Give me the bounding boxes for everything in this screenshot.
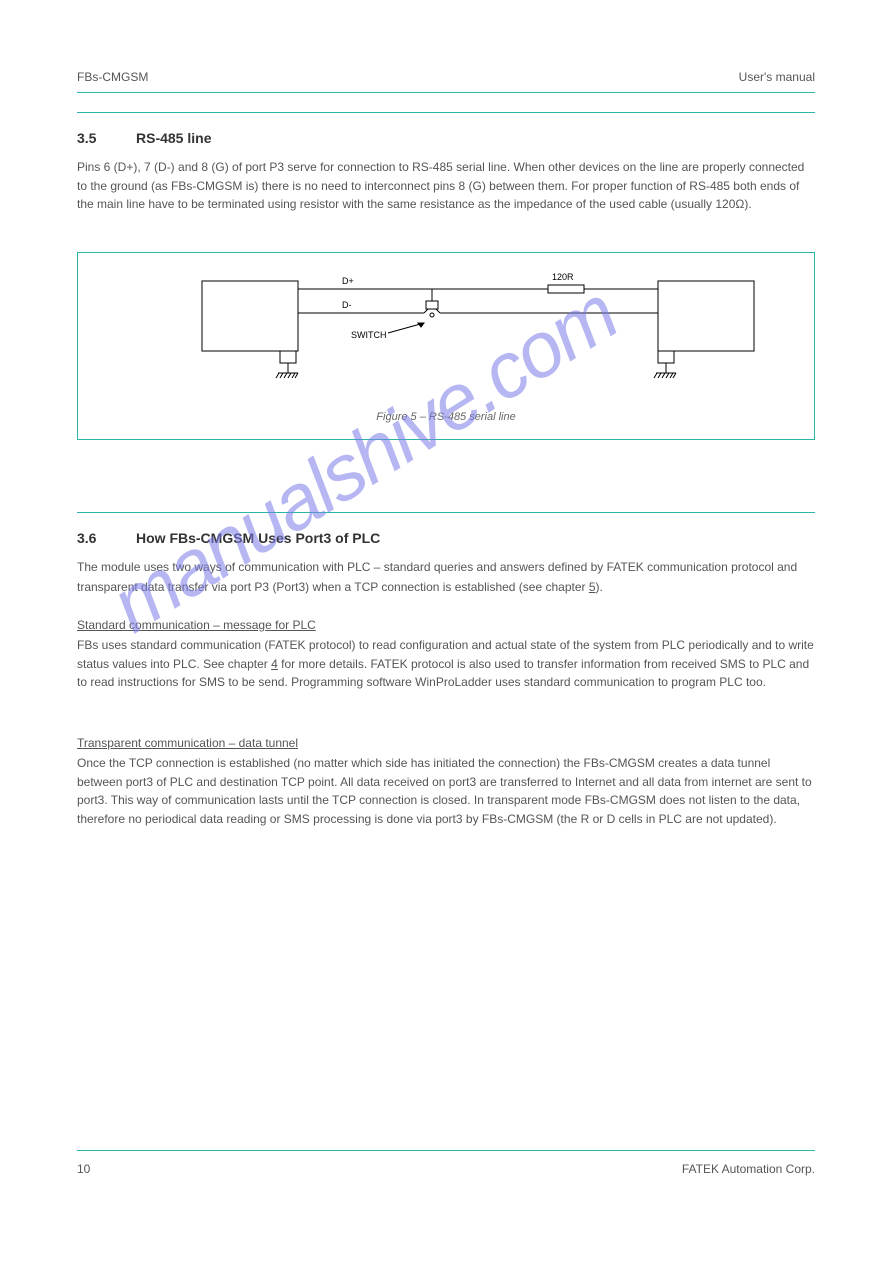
- rs485-diagram: D+ D- SWITCH 120R: [78, 253, 816, 403]
- chapter-link-4[interactable]: 4: [271, 657, 278, 671]
- section2-para1: The module uses two ways of communicatio…: [77, 558, 815, 597]
- switch-node: [430, 313, 434, 317]
- footer-rule: [77, 1150, 815, 1151]
- label-dplus: D+: [342, 276, 354, 286]
- section-title-2: How FBs-CMGSM Uses Port3 of PLC: [136, 530, 380, 546]
- label-switch: SWITCH: [351, 330, 387, 340]
- std-comm-body: FBs uses standard communication (FATEK p…: [77, 636, 815, 692]
- section-number-2: 3.6: [77, 530, 96, 546]
- label-120r: 120R: [552, 272, 574, 282]
- section-rule-1: [77, 112, 815, 113]
- switch-box: [426, 301, 438, 309]
- chapter-link-5[interactable]: 5: [589, 580, 596, 594]
- transparent-comm-body: Once the TCP connection is established (…: [77, 754, 815, 828]
- footer-company: FATEK Automation Corp.: [682, 1162, 815, 1176]
- switch-contact-r: [436, 309, 440, 313]
- page-number: 10: [77, 1162, 90, 1176]
- resistor-symbol: [548, 285, 584, 293]
- switch-contact-l: [424, 309, 428, 313]
- section1-paragraph: Pins 6 (D+), 7 (D-) and 8 (G) of port P3…: [77, 158, 815, 214]
- left-device-box: [202, 281, 298, 351]
- ground-right-tab: [658, 351, 674, 363]
- label-dminus: D-: [342, 300, 352, 310]
- std-comm-header: Standard communication – message for PLC: [77, 616, 815, 635]
- section-rule-2: [77, 512, 815, 513]
- figure-box: D+ D- SWITCH 120R Figure 5 – RS-485 seri…: [77, 252, 815, 440]
- section2-para1-text: The module uses two ways of communicatio…: [77, 560, 797, 594]
- header-rule: [77, 92, 815, 93]
- section2-para1-after: ).: [596, 580, 603, 594]
- right-device-box: [658, 281, 754, 351]
- header-model: FBs-CMGSM: [77, 70, 148, 84]
- switch-arrowhead: [418, 323, 424, 327]
- ground-left-tab: [280, 351, 296, 363]
- header-title: User's manual: [739, 70, 815, 84]
- page: FBs-CMGSM User's manual 3.5 RS-485 line …: [0, 0, 893, 1263]
- section-number-1: 3.5: [77, 130, 96, 146]
- section-title-1: RS-485 line: [136, 130, 211, 146]
- figure-caption: Figure 5 – RS-485 serial line: [78, 411, 814, 423]
- transparent-comm-header: Transparent communication – data tunnel: [77, 734, 815, 753]
